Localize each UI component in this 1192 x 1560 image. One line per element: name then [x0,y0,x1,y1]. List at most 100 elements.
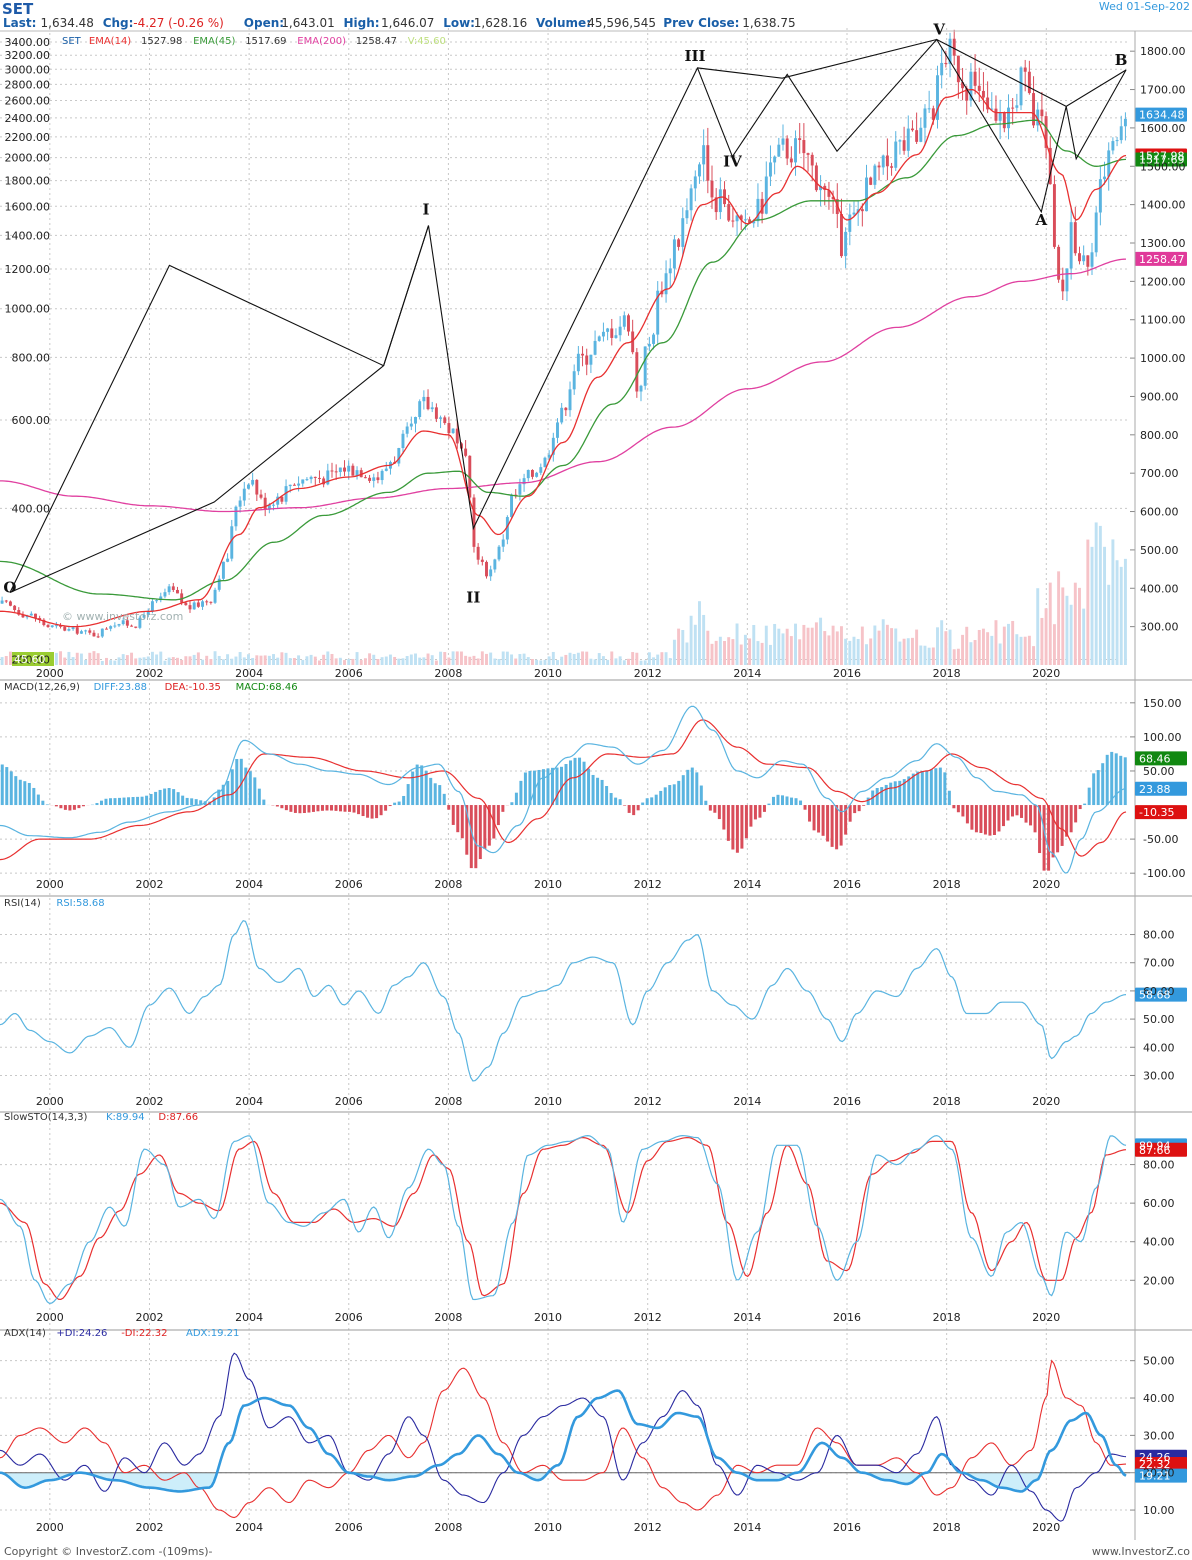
macd-histogram-bar [420,765,424,806]
candle-body [221,561,225,579]
macd-histogram-bar [1123,757,1127,806]
volume-bar [593,659,597,665]
price-badge: 1527.98 [1139,150,1185,163]
macd-histogram-bar [663,787,667,806]
price-tick-label-left: 1600.00 [5,200,51,213]
volume-bar [1094,522,1098,665]
macd-histogram-bar [956,805,960,813]
candle-body [338,467,342,473]
adx-line [0,1389,1127,1493]
volume-layer [0,522,1127,665]
macd-histogram-bar [316,805,320,812]
candle-body [1057,246,1061,280]
adx-minus-di-line [0,1359,1127,1519]
candle-body [84,630,88,632]
quote-item: Last: [3,16,36,30]
price-tick-label-left: 600.00 [12,414,51,427]
candle-body [601,331,605,337]
volume-bar [631,652,635,665]
candle-body [272,504,275,506]
price-tick-label-right: 700.00 [1140,467,1179,480]
macd-histogram-bar [771,796,775,806]
adx-badge-bg [1135,1468,1187,1483]
adx-x-tick-label: 2016 [833,1521,861,1534]
candle-body [305,479,309,481]
slowsto-tick-label: 20.00 [1143,1274,1175,1287]
volume-bar [272,654,275,665]
rsi-tick-label: 40.00 [1143,1041,1175,1054]
macd-histogram-bar [239,758,243,806]
candle-body [936,75,939,120]
candle-body [685,210,689,219]
macd-histogram-bar [357,805,361,815]
watermark: © www.investorz.com [62,610,183,623]
candle-body [593,340,597,355]
sto-d-line [0,1136,1127,1301]
volume-bar [693,624,697,665]
macd-histogram-bar [456,805,460,833]
candle-body [355,470,359,476]
rsi-legend-item: RSI(14) [4,898,41,909]
volume-bar [610,651,614,665]
volume-bar [831,625,835,665]
macd-histogram-bar [578,757,582,806]
candle-body [743,219,747,221]
macd-x-tick-label: 2020 [1032,878,1060,891]
candle-body [1119,126,1123,141]
macd-x-tick-label: 2008 [434,878,462,891]
macd-histogram-bar [695,772,699,806]
volume-bar [777,628,781,665]
candle-body [756,198,760,222]
volume-bar [317,660,321,665]
macd-histogram-bar [302,805,306,813]
wave-label: B [1115,51,1128,69]
macd-histogram-bar [253,777,257,806]
volume-bar [192,654,196,665]
macd-histogram-bar [501,805,505,812]
macd-histogram-bar [541,769,545,806]
macd-histogram-bar [902,779,906,806]
candle-body [526,470,530,479]
rsi-x-tick-label: 2016 [833,1095,861,1108]
volume-bar [146,656,150,665]
candle-body [130,625,134,627]
macd-histogram-bar [857,805,861,812]
macd-histogram-bar [23,781,27,806]
candle-body [627,315,630,332]
volume-bar [973,640,977,665]
volume-bar [990,635,994,665]
volume-bar [977,629,981,665]
slowsto-tick-label: 40.00 [1143,1236,1175,1249]
macd-histogram-bar [113,798,117,806]
volume-bar [1065,595,1069,665]
volume-bar [656,654,660,665]
candle-body [819,185,823,191]
slowsto-x-tick-label: 2020 [1032,1311,1060,1324]
candle-body [898,140,902,142]
macd-histogram-bar [803,805,807,810]
candle-body [121,620,125,625]
macd-histogram-bar [366,805,370,818]
volume-bar [526,657,530,665]
volume-bar [464,655,468,665]
candle-body [902,140,906,151]
price-badge: 1517.69 [1139,153,1185,166]
adx-legend-item: -DI:22.32 [121,1328,167,1339]
macd-histogram-bar [929,769,933,806]
macd-histogram-bar [722,805,726,830]
macd-histogram-bar [654,794,658,806]
volume-bar [351,658,355,665]
candle-body [681,218,685,247]
volume-bar [1057,571,1061,665]
macd-histogram-bar [334,805,338,811]
quote-item: -4.27 (-0.26 %) [133,16,224,30]
volume-bar [267,655,271,665]
volume-bar [196,652,200,665]
rsi-badge: 58.68 [1139,989,1171,1002]
volume-bar [647,652,651,665]
candle-body [869,177,873,185]
candle-body [17,610,21,615]
sto-k-line [0,1134,1127,1305]
candle-body [418,401,422,417]
volume-bar [330,653,334,665]
